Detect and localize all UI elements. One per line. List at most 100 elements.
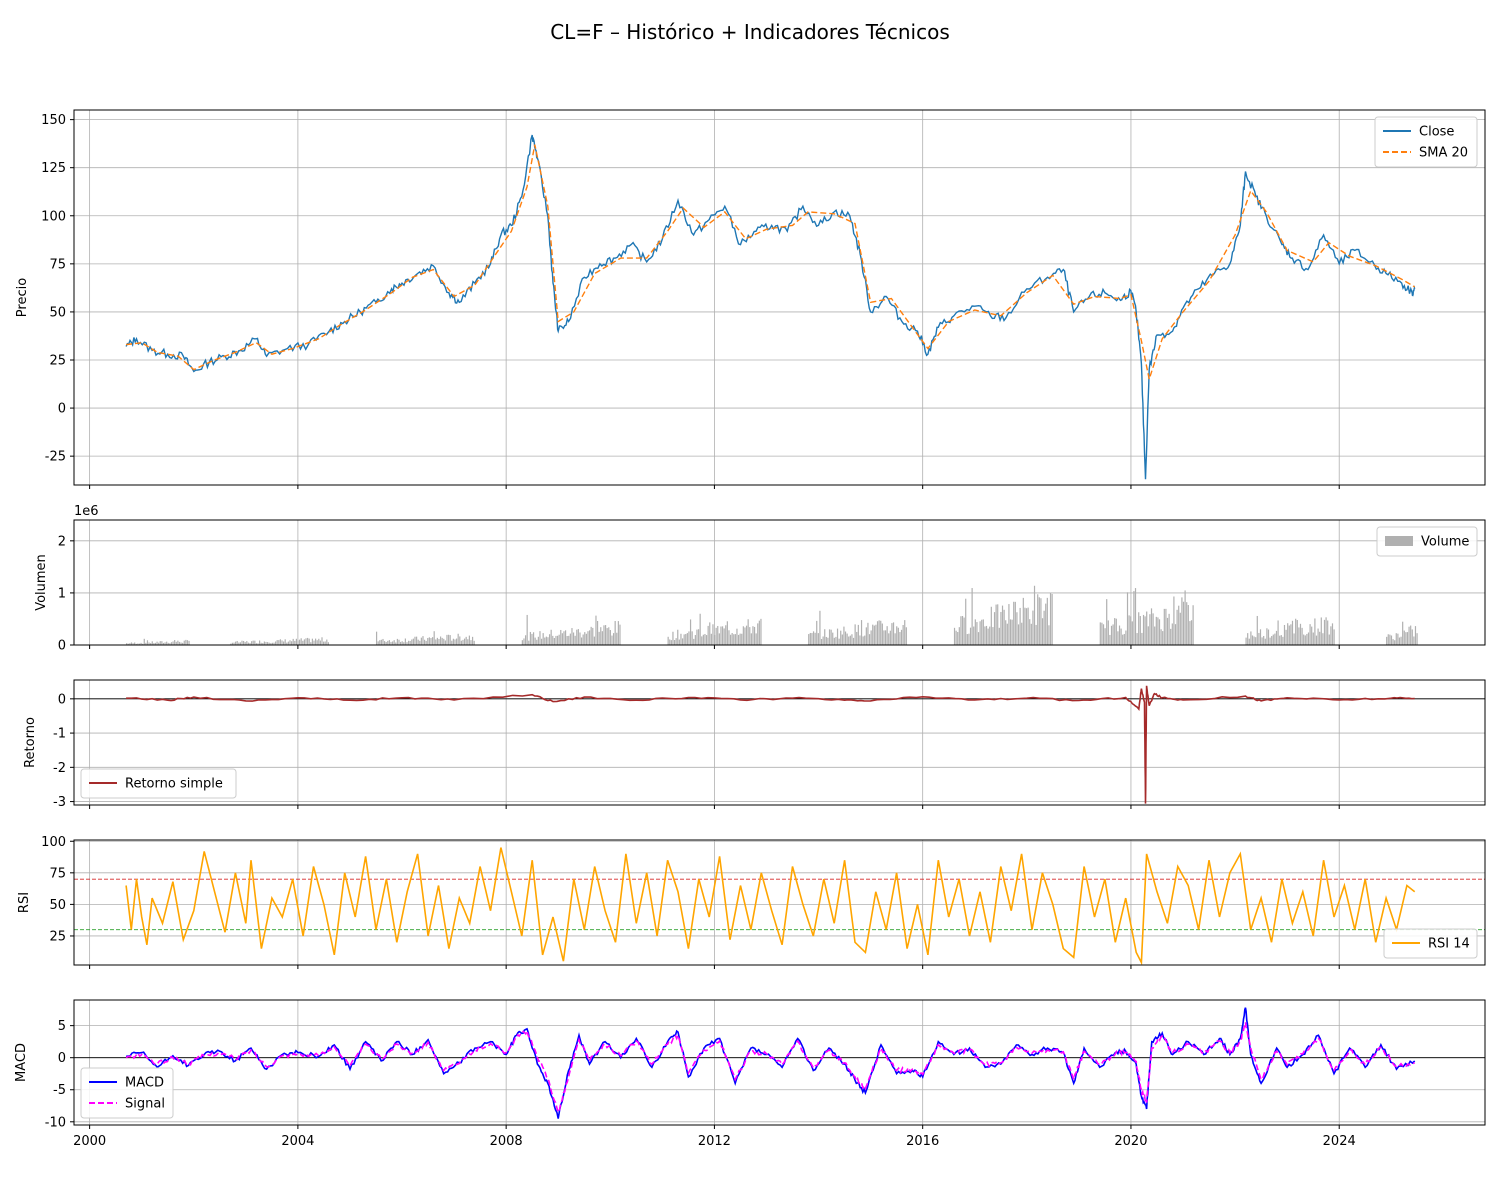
volume-bar (1005, 620, 1007, 645)
volume-bar (985, 625, 988, 645)
volume-bar (561, 633, 563, 645)
volume-bar (1022, 597, 1024, 645)
volume-bar (130, 642, 133, 645)
volume-bar (757, 623, 759, 645)
volume-bar (316, 640, 318, 645)
volume-bar (851, 634, 853, 645)
volume-bar (680, 633, 682, 645)
volume-bar (1166, 617, 1169, 645)
volume-bar (720, 626, 722, 645)
volume-bar (297, 640, 299, 645)
legend-label: SMA 20 (1419, 146, 1468, 161)
volume-bar (233, 642, 235, 645)
volume-bar (375, 631, 378, 645)
volume-bar (539, 631, 541, 645)
volume-bar (132, 643, 134, 645)
volume-bar (523, 638, 525, 645)
volume-bar (1406, 632, 1409, 645)
series-signal (125, 1022, 1416, 1115)
series-close (125, 134, 1416, 480)
x-tick-label: 2012 (698, 1134, 731, 1149)
volume-bar (857, 624, 859, 645)
volume-bar (404, 638, 406, 645)
volume-bar (1408, 626, 1410, 645)
volume-bar (1029, 619, 1031, 645)
volume-bar (281, 640, 283, 645)
volume-bar (1009, 619, 1012, 645)
volume-bar (848, 636, 850, 645)
x-tick-label: 2016 (906, 1134, 939, 1149)
volume-bar (532, 632, 535, 645)
volume-bar (1271, 636, 1273, 645)
volume-bar (606, 628, 608, 645)
volume-bar (547, 637, 549, 645)
volume-bar (154, 642, 157, 645)
volume-bar (585, 633, 587, 645)
volume-bar (1405, 632, 1407, 645)
volume-bar (1037, 594, 1039, 645)
volume-bar (750, 633, 752, 645)
legend-label: Retorno simple (125, 777, 223, 792)
volume-bar (422, 636, 424, 645)
volume-bar (758, 620, 760, 645)
volume-bar (1154, 626, 1156, 645)
volume-bar (812, 631, 815, 645)
volume-bar (314, 638, 317, 645)
volume-bar (560, 629, 562, 645)
volume-bar (1176, 609, 1178, 645)
volume-bar (271, 642, 273, 645)
legend-box (80, 1067, 174, 1119)
volume-bar (1269, 637, 1271, 645)
volume-bar (825, 636, 827, 645)
volume-bar (428, 637, 430, 645)
volume-bar (467, 639, 469, 645)
volume-bar (326, 639, 328, 645)
volume-bar (1312, 632, 1314, 645)
volume-bar (571, 628, 573, 645)
volume-bar (1333, 629, 1335, 645)
volume-bar (391, 641, 394, 645)
legend-label: Close (1419, 125, 1454, 140)
volume-bar (1106, 599, 1108, 645)
volume-bar (884, 630, 887, 645)
volume-bar (319, 640, 321, 645)
volume-bar (258, 640, 261, 645)
volume-bar (1049, 592, 1052, 645)
volume-bar (1146, 611, 1148, 645)
volume-bar (816, 620, 818, 645)
volume-bar (167, 642, 169, 645)
volume-bar (449, 635, 451, 645)
volume-bar (976, 622, 978, 645)
volume-bar (142, 643, 144, 645)
volume-bar (697, 629, 700, 645)
volume-bar (172, 641, 174, 645)
volume-bar (457, 633, 459, 645)
y-tick-label: 25 (49, 354, 66, 369)
volume-bar (140, 642, 142, 645)
volume-bar (1014, 601, 1016, 645)
volume-bar (1304, 635, 1306, 645)
volume-bar (308, 638, 310, 645)
volume-bar (725, 625, 727, 645)
volume-bar (1255, 637, 1257, 645)
volume-bar (814, 632, 816, 645)
volume-bar (390, 641, 392, 645)
volume-bar (423, 639, 426, 645)
volume-bar (587, 631, 589, 645)
volume-bar (396, 638, 398, 645)
volume-bar (755, 633, 757, 645)
volume-bar (1027, 607, 1029, 645)
volume-bar (1282, 636, 1284, 645)
volume-bar (1174, 624, 1177, 645)
volume-bar (417, 639, 419, 645)
volume-bar (745, 625, 748, 645)
volume-bar (180, 642, 182, 645)
y-tick-label: -5 (53, 1083, 66, 1098)
volume-bar (443, 638, 445, 645)
volume-bar (1251, 635, 1254, 645)
volume-bar (685, 634, 687, 645)
volume-bar (736, 628, 738, 645)
volume-bar (262, 643, 264, 645)
y-tick-label: 25 (49, 929, 66, 944)
volume-bar (1179, 612, 1181, 645)
